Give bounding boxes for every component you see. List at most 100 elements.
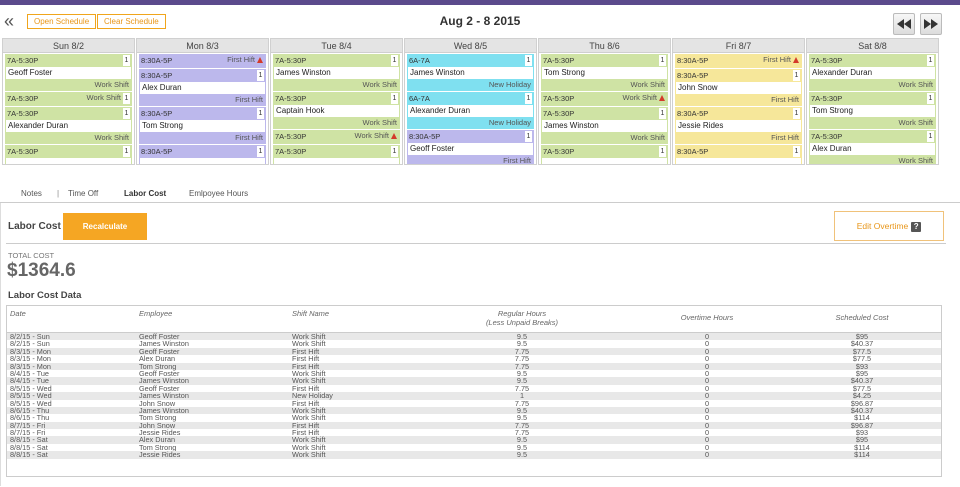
shift-time: 7A-5:30P	[5, 107, 132, 120]
shift-employee-name: Jessie Rides	[676, 120, 801, 132]
shift-card[interactable]: 8:30A-5P 1	[675, 145, 802, 164]
shift-card[interactable]: 8:30A-5P 1 John Snow First Hift	[675, 69, 802, 106]
table-row: 8/4/15 - Tue James Winston Work Shift 9.5 0 $…	[7, 376, 941, 386]
cell-regular-hours: 9.5	[516, 435, 528, 445]
shift-card[interactable]: 8:30A-5P 1 Geoff Foster First Hift	[407, 130, 534, 165]
cell-overtime-hours: 0	[704, 405, 710, 415]
shift-card[interactable]: 7A-5:30P 1	[541, 145, 668, 164]
tab-labor-cost[interactable]: Labor Cost	[124, 189, 167, 198]
day-column: Mon 8/3 8:30A-5P First Hift 8:30A-5P 1 Alex D…	[136, 38, 269, 165]
clear-schedule-button[interactable]: Clear Schedule	[97, 14, 166, 29]
cell-shift: First Hift	[292, 428, 320, 438]
cell-shift: Work Shift	[292, 368, 326, 378]
cell-overtime-hours: 0	[704, 420, 710, 430]
warning-icon	[257, 57, 263, 64]
shift-card[interactable]: 7A-5:30P 1 Geoff Foster Work Shift	[5, 54, 132, 91]
shift-card[interactable]: 7A-5:30P 1 Alexander Duran Work Shift	[5, 107, 132, 144]
cell-cost: $114	[854, 413, 870, 423]
shift-card[interactable]: 8:30A-5P First Hift	[139, 54, 266, 68]
cell-overtime-hours: 0	[704, 346, 710, 356]
cell-employee: Geoff Foster	[139, 332, 180, 341]
shift-card[interactable]: 7A-5:30P 1 Alex Duran Work Shift	[809, 130, 936, 164]
shift-card[interactable]: 6A-7A 1 James Winston New Holiday	[407, 54, 534, 91]
tab-time-off[interactable]: Time Off	[68, 189, 99, 198]
cell-shift: Work Shift	[292, 435, 326, 445]
shift-type: First Hift	[503, 156, 531, 165]
shift-count: 1	[525, 93, 532, 104]
warning-icon	[391, 133, 397, 140]
shift-card[interactable]: 8:30A-5P 1 Alex Duran First Hift	[139, 69, 266, 106]
cell-cost: $114	[854, 450, 870, 460]
cell-date: 8/7/15 - Fri	[10, 428, 46, 438]
cell-date: 8/8/15 - Sat	[10, 450, 48, 460]
cell-employee: Geoff Foster	[139, 368, 180, 378]
shift-count: 1	[123, 93, 130, 104]
shift-time: 8:30A-5P	[675, 69, 802, 82]
tab-employee-hours[interactable]: Emlpoyee Hours	[189, 189, 249, 198]
shift-time-text: 8:30A-5P	[677, 147, 709, 156]
shift-card[interactable]: 7A-5:30P 1	[273, 145, 400, 164]
shift-card[interactable]: 7A-5:30P Work Shift	[541, 92, 668, 106]
column-header-overtime: Overtime Hours	[680, 313, 734, 322]
table-row: 8/4/15 - Tue Geoff Foster Work Shift 9.5 0 $9…	[7, 368, 941, 378]
edit-overtime-button[interactable]: Edit Overtime?	[834, 211, 944, 241]
shift-time: 7A-5:30P	[809, 92, 936, 105]
shift-card[interactable]: 7A-5:30P 1 Alexander Duran Work Shift	[809, 54, 936, 91]
cell-cost: $77.5	[852, 383, 872, 393]
shift-card[interactable]: 8:30A-5P 1 Tom Strong First Hift	[139, 107, 266, 144]
shift-card[interactable]: 7A-5:30P Work Shift	[273, 130, 400, 144]
shift-card[interactable]: 7A-5:30P 1 Tom Strong Work Shift	[809, 92, 936, 129]
shift-time: 8:30A-5P	[139, 107, 266, 120]
shift-type: Work Shift	[898, 118, 933, 127]
shift-card[interactable]: 6A-7A 1 Alexander Duran New Holiday	[407, 92, 534, 129]
cell-employee: John Snow	[139, 420, 176, 430]
shift-type: First Hift	[235, 95, 263, 104]
shift-card[interactable]: 8:30A-5P 1	[139, 145, 266, 164]
shift-card[interactable]: 7A-5:30P 1 James Winston Work Shift	[541, 107, 668, 144]
shift-time: 8:30A-5P	[675, 54, 802, 67]
open-schedule-button[interactable]: Open Schedule	[27, 14, 97, 29]
table-row: 8/5/15 - Wed Geoff Foster First Hift 7.75 0 $…	[7, 383, 941, 393]
shift-time-text: 7A-5:30P	[543, 109, 575, 118]
shift-time: 7A-5:30P	[273, 130, 400, 143]
shift-count: 1	[927, 93, 934, 104]
shift-time: 6A-7A	[407, 92, 534, 105]
shift-card[interactable]: 7A-5:30P 1 Tom Strong Work Shift	[541, 54, 668, 91]
tab-notes[interactable]: Notes	[21, 189, 42, 198]
table-row: 8/3/15 - Mon Alex Duran First Hift 7.75 0 $77…	[7, 355, 941, 363]
day-header: Thu 8/6	[539, 39, 670, 53]
shift-time: 7A-5:30P	[5, 92, 132, 105]
total-cost-value: $1364.6	[7, 260, 76, 281]
recalculate-button[interactable]: Recalculate	[63, 213, 147, 240]
previous-week-button[interactable]	[893, 13, 915, 35]
shift-count: 1	[927, 55, 934, 66]
shift-type-text: First Hift	[763, 55, 791, 64]
shift-time: 6A-7A	[407, 54, 534, 67]
shift-time: 7A-5:30P	[273, 92, 400, 105]
shift-card[interactable]: 7A-5:30P 1 Captain Hook Work Shift	[273, 92, 400, 129]
cell-regular-hours: 7.75	[514, 428, 530, 438]
shift-card[interactable]: 7A-5:30P Work Shift 1	[5, 92, 132, 106]
cell-cost: $40.37	[850, 376, 874, 386]
shift-time-text: 7A-5:30P	[811, 94, 843, 103]
shift-card[interactable]: 8:30A-5P First Hift	[675, 54, 802, 68]
shift-employee-name: Captain Hook	[274, 105, 399, 117]
day-header: Mon 8/3	[137, 39, 268, 53]
cell-overtime-hours: 0	[704, 428, 710, 438]
cell-date: 8/6/15 - Thu	[10, 413, 50, 423]
shift-card[interactable]: 7A-5:30P 1	[5, 145, 132, 164]
table-row: 8/6/15 - Thu Tom Strong Work Shift 9.5 0 $114	[7, 413, 941, 423]
shift-type: Work Shift	[355, 130, 397, 142]
collapse-chevrons-icon[interactable]: «	[4, 11, 15, 31]
cell-cost: $40.37	[850, 405, 874, 415]
shift-card[interactable]: 8:30A-5P 1 Jessie Rides First Hift	[675, 107, 802, 144]
next-week-button[interactable]	[920, 13, 942, 35]
bottom-tabs: Notes | Time Off Labor Cost Emlpoyee Hou…	[0, 165, 960, 203]
table-row: 8/8/15 - Sat Jessie Rides Work Shift 9.5 0 $1…	[7, 450, 941, 460]
shift-count: 1	[793, 70, 800, 81]
rewind-icon	[897, 19, 911, 29]
shift-employee-name: Geoff Foster	[6, 67, 131, 79]
shift-type: First Hift	[763, 54, 799, 66]
cell-date: 8/6/15 - Thu	[10, 405, 50, 415]
shift-card[interactable]: 7A-5:30P 1 James Winston Work Shift	[273, 54, 400, 91]
